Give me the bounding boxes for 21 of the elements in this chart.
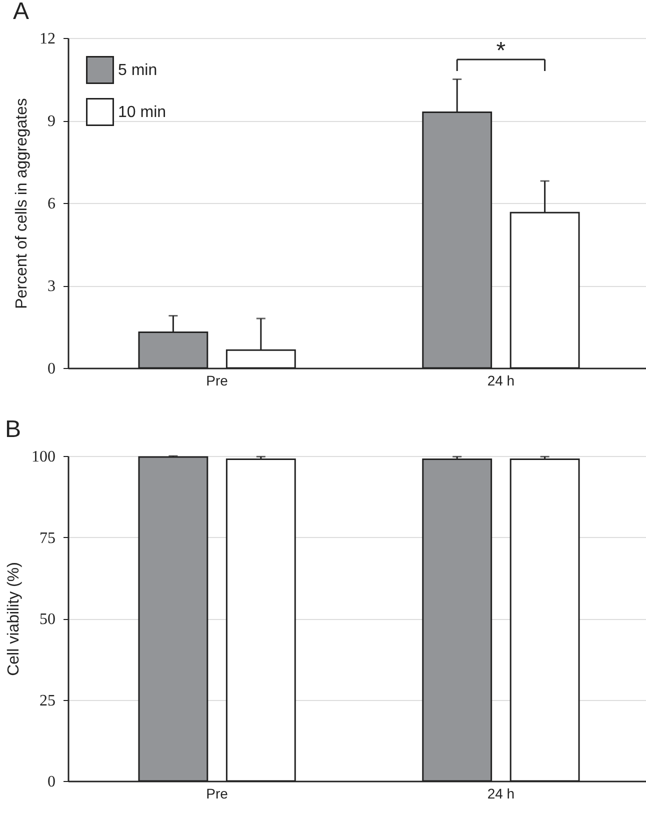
y-tick-label: 0 [48, 360, 56, 378]
y-tick-label: 75 [40, 530, 56, 547]
y-tick-label: 9 [48, 113, 56, 130]
legend-label: 5 min [118, 62, 158, 79]
x-tick-label: Pre [206, 372, 228, 388]
x-tick-label: 24 h [487, 372, 515, 388]
chart-title: B [5, 416, 22, 443]
y-axis-title: Cell viability (%) [6, 562, 22, 676]
y-tick-label: 12 [40, 30, 56, 48]
y-tick-label: 3 [48, 278, 56, 295]
y-tick-label: 100 [32, 448, 56, 466]
y-tick-label: 6 [48, 196, 56, 212]
x-tick-label: Pre [206, 786, 228, 802]
annotation: * [496, 37, 506, 64]
y-axis-title: Percent of cells in aggregates [14, 98, 30, 309]
x-tick-label: 24 h [487, 786, 515, 802]
y-tick-label: 50 [40, 611, 56, 628]
chart-title: A [13, 0, 30, 25]
y-tick-label: 25 [40, 692, 56, 710]
y-tick-label: 0 [48, 774, 56, 790]
legend-label: 10 min [118, 104, 166, 121]
